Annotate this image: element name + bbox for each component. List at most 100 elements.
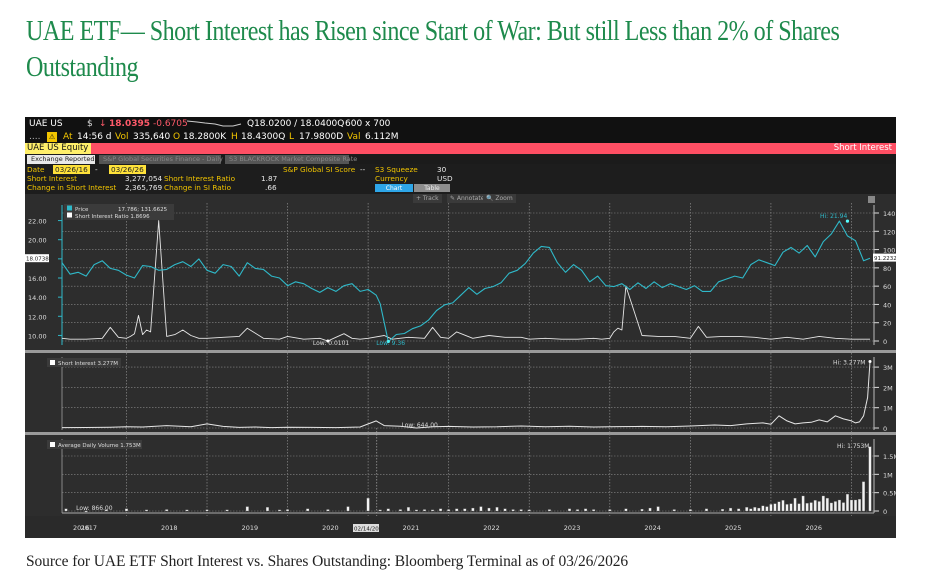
volume-bar (455, 508, 459, 512)
quote-header-row2: .... ⚠ At 14:56 d Vol 335,640 O 18.2800K… (25, 131, 896, 143)
short-interest-label: Short Interest (27, 174, 78, 183)
legend-ratio: Short Interest Ratio 1.8696 (75, 214, 150, 220)
volume-value: 335,640 (133, 132, 171, 142)
ticker: UAE US (29, 119, 63, 129)
volume-axis-tick: 0 (883, 508, 887, 516)
page-title: UAE ETF— Short Interest has Risen since … (26, 14, 903, 86)
volume-bar (447, 509, 451, 512)
volume-bar (398, 509, 402, 512)
collapse-icon (868, 196, 875, 203)
volume-bar (185, 509, 189, 512)
open-value: 18.2800K (183, 132, 227, 142)
volume-bar (245, 506, 249, 512)
at-label: At (63, 132, 73, 142)
legend-price: Price (75, 207, 89, 213)
volume-bar (205, 509, 209, 512)
high-value: 18.4300Q (241, 132, 286, 142)
volume-bar (326, 509, 330, 512)
date-to-input[interactable]: 03/26/26 (109, 165, 146, 174)
volume-bar (648, 507, 652, 512)
volume-bar (785, 504, 789, 512)
x-axis-year: 2016 (73, 524, 90, 532)
si-axis-tick: 1M (883, 405, 893, 413)
tab-sp-global-securities-finance[interactable]: S&P Global Securities Finance - Daily (99, 155, 223, 164)
annotate-button[interactable]: ✎ Annotate (447, 194, 488, 203)
right-axis-tick: 0 (883, 338, 887, 346)
value-value: 6.112M (365, 132, 399, 142)
volume-bar (862, 481, 866, 512)
left-axis-tick: 12.00 (28, 313, 47, 321)
volume-bar (84, 510, 88, 513)
left-axis-tick: 10.00 (28, 332, 47, 340)
volume-bar (439, 508, 443, 512)
volume-bar (845, 493, 849, 512)
volume-bar (366, 498, 370, 512)
currency-value: USD (437, 174, 453, 183)
price-high-label: Hi: 21.94 (820, 213, 847, 220)
volume-bar (624, 508, 628, 512)
volume-bar (64, 508, 68, 512)
volume-bar (503, 508, 507, 512)
price-line (61, 220, 871, 343)
volume-bar (781, 500, 785, 512)
volume-bar (547, 509, 551, 512)
date-separator: - (95, 165, 98, 174)
tab-s3-market-composite-rate[interactable]: S3 BLACKROCK Market Composite Rate (225, 155, 357, 164)
volume-bar (608, 509, 612, 512)
volume-bar (487, 507, 491, 512)
si-low-label: Low: 644.00 (401, 422, 438, 429)
volume-low-label: Low: 866.00 (76, 505, 113, 512)
volume-bar (829, 502, 833, 512)
right-axis-tick: 140 (883, 210, 895, 218)
table-view-button[interactable]: Table (414, 184, 450, 192)
volume-bar (777, 501, 781, 512)
zoom-button[interactable]: 🔍 Zoom (483, 194, 516, 203)
left-axis-tick: 22.00 (28, 218, 47, 226)
legend-swatch-price (67, 205, 72, 211)
chart-view-button[interactable]: Chart (375, 184, 413, 192)
volume-bar (729, 507, 733, 512)
volume-bar (773, 503, 777, 512)
alert-icon[interactable]: ⚠ (47, 132, 57, 142)
tab-exchange-reported[interactable]: Exchange Reported (27, 155, 95, 164)
ratio-low-label: Low: 0.0101 (313, 340, 350, 347)
change-si-ratio-label: Change in SI Ratio (164, 183, 232, 192)
legend-box (47, 358, 121, 367)
currency-symbol: $ (87, 119, 93, 129)
sp-score-value: -- (360, 165, 366, 174)
si-axis-tick: 2M (883, 384, 893, 392)
left-axis-tick: 20.00 (28, 237, 47, 245)
volume-bar (165, 509, 169, 512)
volume-bar (749, 508, 753, 512)
change-si-ratio-value: .66 (265, 183, 277, 192)
volume-bar (495, 507, 499, 512)
si-high-label: Hi: 3.277M (833, 359, 865, 366)
track-button[interactable]: + Track (413, 194, 442, 203)
left-current-marker: 18.0738 (26, 257, 49, 263)
s3-squeeze-value: 30 (437, 165, 447, 174)
tab-strip: Exchange Reported S&P Global Securities … (25, 154, 896, 164)
security-name[interactable]: UAE US Equity (25, 143, 91, 154)
volume-bar (745, 507, 749, 512)
x-axis-year: 2019 (242, 524, 259, 532)
volume-bar (833, 501, 837, 512)
volume-bar (797, 503, 801, 512)
last-price: 18.0395 (109, 119, 150, 129)
volume-bar (584, 508, 588, 512)
security-bar: UAE US Equity Short Interest (25, 143, 896, 154)
date-from-input[interactable]: 03/26/16 (53, 165, 90, 174)
short-interest-value: 3,277,054 (125, 174, 163, 183)
si-ratio-line (61, 220, 870, 342)
si-axis-tick: 0 (883, 425, 887, 433)
volume-bar (825, 498, 829, 512)
crosshair-date: 02/14/20 (354, 527, 379, 533)
volume-bar (104, 509, 108, 512)
left-axis-tick: 14.00 (28, 294, 47, 302)
volume-bar (817, 501, 821, 512)
volume-bar (672, 509, 676, 512)
volume-axis-tick: 1.5M (883, 453, 896, 461)
right-axis-tick: 100 (883, 247, 895, 255)
page-title-line2: Outstanding (26, 52, 139, 83)
chart-area[interactable]: 14012010080604020022.0020.0018.0016.0014… (25, 117, 896, 538)
volume-bar (378, 509, 382, 512)
